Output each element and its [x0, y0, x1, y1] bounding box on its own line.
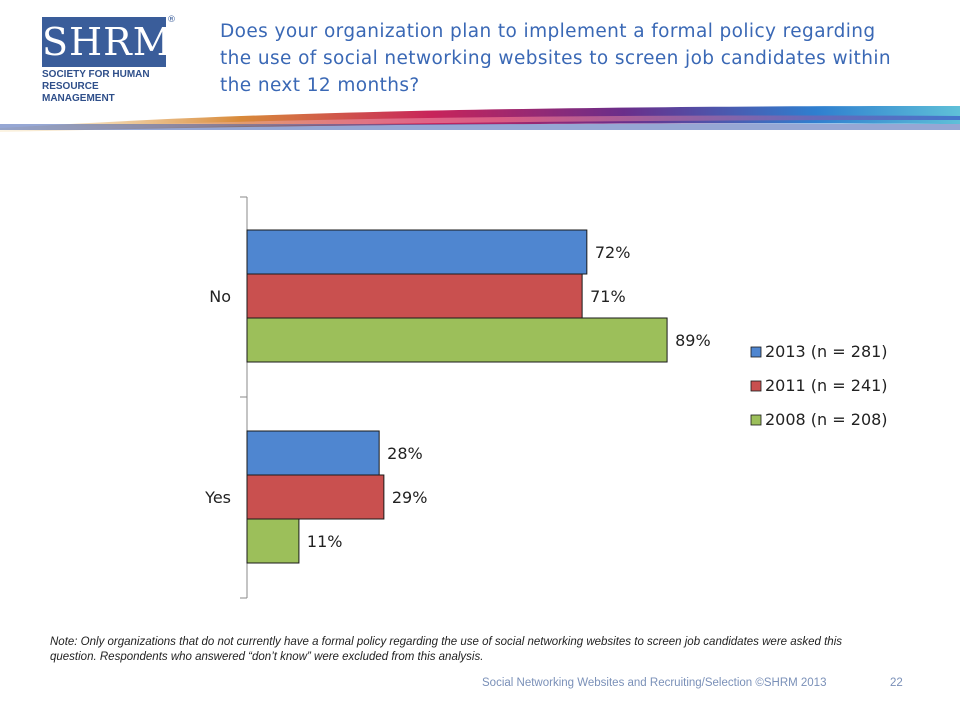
footer-text: Social Networking Websites and Recruitin… — [482, 677, 827, 689]
category-label-no: No — [209, 287, 231, 306]
logo-mark: SHRM — [42, 20, 173, 64]
footnote: Note: Only organizations that do not cur… — [50, 636, 843, 663]
logo-line-2: RESOURCE MANAGEMENT — [42, 81, 115, 104]
registered-mark: ® — [167, 15, 176, 25]
bar-yes-2 — [246, 518, 300, 564]
legend-label: 2008 (n = 208) — [765, 410, 888, 429]
category-labels: No Yes — [204, 287, 231, 507]
page-number: 22 — [890, 677, 903, 689]
data-label: 28% — [387, 444, 423, 463]
legend: 2013 (n = 281) 2011 (n = 241) 2008 (n = 20… — [750, 342, 888, 429]
logo-subtitle: SOCIETY FOR HUMAN RESOURCE MANAGEMENT — [42, 69, 172, 105]
bar-no-2 — [246, 317, 668, 363]
slide-title: Does your organization plan to implement… — [220, 21, 891, 96]
data-label: 72% — [595, 243, 631, 262]
legend-swatch — [750, 380, 762, 392]
legend-label: 2011 (n = 241) — [765, 376, 888, 395]
legend-swatch — [750, 346, 762, 358]
logo-line-1: SOCIETY FOR HUMAN — [42, 69, 150, 80]
legend-swatch — [750, 414, 762, 426]
logo-box — [42, 17, 166, 67]
shrm-logo: SHRM ® SOCIETY FOR HUMAN RESOURCE MANAGE… — [42, 15, 176, 104]
category-label-yes: Yes — [204, 488, 231, 507]
bar-yes-1 — [246, 474, 385, 520]
legend-label: 2013 (n = 281) — [765, 342, 888, 361]
decorative-swoosh-banner — [0, 106, 960, 132]
data-label: 11% — [307, 532, 343, 551]
bar-no-1 — [246, 273, 583, 319]
bar-no-0 — [246, 229, 588, 275]
bar-group: 72% 71% 89% 28% 29% 11% — [246, 229, 711, 564]
data-label: 71% — [590, 287, 626, 306]
data-label: 89% — [675, 331, 711, 350]
data-label: 29% — [392, 488, 428, 507]
bar-yes-0 — [246, 430, 380, 476]
